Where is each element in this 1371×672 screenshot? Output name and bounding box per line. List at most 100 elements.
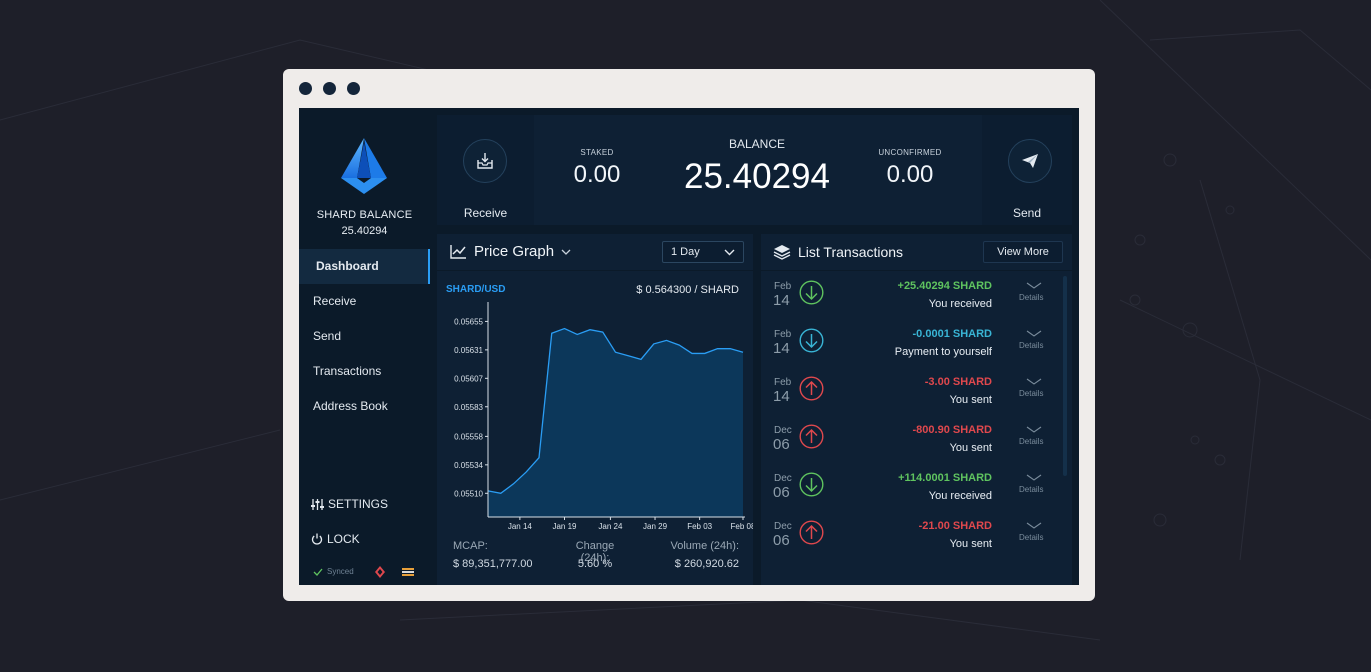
mcap-value: $ 89,351,777.00 bbox=[453, 558, 533, 570]
transaction-day: 06 bbox=[773, 484, 790, 501]
x-tick-label: Feb 08 bbox=[731, 522, 753, 531]
transaction-row[interactable]: Feb 14 -3.00 SHARD You sent Details bbox=[761, 367, 1061, 415]
price-graph-title: Price Graph bbox=[474, 243, 555, 260]
sidebar-nav: Dashboard Receive Send Transactions Addr… bbox=[299, 249, 430, 424]
receive-icon bbox=[463, 139, 507, 183]
transaction-details-link[interactable]: Details bbox=[1019, 485, 1044, 494]
transaction-amount: -21.00 SHARD bbox=[918, 520, 992, 532]
arrow-up-circle-icon bbox=[799, 376, 824, 401]
x-tick-label: Jan 14 bbox=[508, 522, 533, 531]
volume-label: Volume (24h): bbox=[670, 540, 739, 552]
y-tick-label: 0.05631 bbox=[454, 346, 483, 355]
time-range-select[interactable]: 1 Day bbox=[662, 241, 744, 263]
transaction-month: Dec bbox=[774, 473, 792, 484]
chevron-down-icon bbox=[561, 249, 571, 255]
transaction-amount: -3.00 SHARD bbox=[924, 376, 992, 388]
transaction-details-link[interactable]: Details bbox=[1019, 533, 1044, 542]
send-label: Send bbox=[1012, 206, 1042, 220]
layers-icon bbox=[773, 245, 791, 260]
chevron-down-icon bbox=[1026, 282, 1042, 289]
staked-value: 0.00 bbox=[573, 161, 621, 188]
current-price: $ 0.564300 / SHARD bbox=[636, 284, 739, 296]
transaction-day: 14 bbox=[773, 292, 790, 309]
send-button[interactable]: Send bbox=[982, 115, 1072, 225]
transaction-details-link[interactable]: Details bbox=[1019, 341, 1044, 350]
transaction-details-link[interactable]: Details bbox=[1019, 437, 1044, 446]
wallet-app: SHARD BALANCE 25.40294 Dashboard Receive… bbox=[299, 108, 1079, 585]
chevron-down-icon bbox=[1026, 378, 1042, 385]
panel-divider bbox=[761, 270, 1072, 271]
sidebar-item-transactions[interactable]: Transactions bbox=[313, 364, 382, 378]
transaction-day: 06 bbox=[773, 436, 790, 453]
transaction-row[interactable]: Dec 06 +114.0001 SHARD You received Details bbox=[761, 463, 1061, 511]
transaction-day: 06 bbox=[773, 532, 790, 549]
price-graph-panel: Price Graph 1 Day SHARD/USD $ 0.564300 /… bbox=[437, 234, 753, 585]
volume-value: $ 260,920.62 bbox=[674, 558, 739, 570]
receive-button[interactable]: Receive bbox=[437, 115, 534, 225]
y-tick-label: 0.05510 bbox=[454, 489, 483, 498]
settings-button[interactable]: SETTINGS bbox=[311, 497, 388, 511]
transaction-day: 14 bbox=[773, 340, 790, 357]
price-line bbox=[487, 327, 744, 494]
transaction-month: Feb bbox=[774, 377, 792, 388]
transaction-month: Feb bbox=[774, 281, 792, 292]
price-chart: 0.05510 0.05534 0.05558 0.05583 0.05607 0.056… bbox=[454, 302, 753, 531]
staked-label: STAKED bbox=[580, 148, 614, 157]
x-tick-label: Feb 03 bbox=[687, 522, 712, 531]
sync-status: Synced bbox=[313, 567, 354, 576]
transaction-month: Dec bbox=[774, 425, 792, 436]
sidebar-balance-title: SHARD BALANCE bbox=[316, 209, 413, 221]
sliders-icon bbox=[311, 498, 324, 510]
transactions-scrollbar[interactable] bbox=[1063, 276, 1067, 476]
transaction-month: Feb bbox=[774, 329, 792, 340]
lock-button[interactable]: LOCK bbox=[311, 532, 360, 546]
mcap-label: MCAP: bbox=[453, 540, 488, 552]
transaction-amount: +25.40294 SHARD bbox=[897, 280, 992, 292]
chevron-down-icon bbox=[1026, 426, 1042, 433]
sidebar: SHARD BALANCE 25.40294 Dashboard Receive… bbox=[299, 108, 430, 585]
currency-pair: SHARD/USD bbox=[446, 284, 506, 295]
transaction-details-link[interactable]: Details bbox=[1019, 293, 1044, 302]
shard-logo-icon bbox=[341, 138, 387, 194]
staking-icon bbox=[375, 566, 385, 578]
transaction-amount: -800.90 SHARD bbox=[912, 424, 992, 436]
sidebar-balance-value: 25.40294 bbox=[341, 225, 388, 237]
arrow-up-circle-icon bbox=[799, 424, 824, 449]
transaction-row[interactable]: Dec 06 -21.00 SHARD You sent Details bbox=[761, 511, 1061, 559]
sync-label: Synced bbox=[327, 567, 354, 576]
chevron-down-icon bbox=[1026, 522, 1042, 529]
balance-bar: Receive STAKED 0.00 BALANCE 25.40294 UNC… bbox=[437, 115, 1072, 225]
chevron-down-icon bbox=[1026, 330, 1042, 337]
y-tick-label: 0.05607 bbox=[454, 374, 483, 383]
transaction-description: You sent bbox=[949, 538, 992, 550]
sidebar-item-address-book[interactable]: Address Book bbox=[313, 399, 388, 413]
transaction-row[interactable]: Dec 06 -800.90 SHARD You sent Details bbox=[761, 415, 1061, 463]
transactions-header: List Transactions bbox=[773, 244, 903, 260]
price-graph-title-dropdown[interactable]: Price Graph bbox=[450, 243, 571, 260]
window-dot-close[interactable] bbox=[299, 82, 312, 95]
window-dot-minimize[interactable] bbox=[323, 82, 336, 95]
transaction-day: 14 bbox=[773, 388, 790, 405]
balance-label: BALANCE bbox=[728, 137, 786, 151]
window-dot-maximize[interactable] bbox=[347, 82, 360, 95]
y-tick-label: 0.05583 bbox=[454, 403, 483, 412]
y-tick-label: 0.05655 bbox=[454, 317, 483, 326]
view-more-button[interactable]: View More bbox=[983, 241, 1063, 263]
sidebar-item-receive[interactable]: Receive bbox=[313, 294, 357, 308]
line-chart-icon bbox=[450, 245, 466, 259]
sidebar-item-send[interactable]: Send bbox=[313, 329, 342, 343]
sidebar-item-dashboard[interactable]: Dashboard bbox=[299, 249, 430, 284]
unconfirmed-value: 0.00 bbox=[886, 161, 934, 188]
transaction-description: You received bbox=[928, 490, 992, 502]
price-area bbox=[488, 328, 743, 517]
transaction-row[interactable]: Feb 14 -0.0001 SHARD Payment to yourself Det… bbox=[761, 319, 1061, 367]
transaction-details-link[interactable]: Details bbox=[1019, 389, 1044, 398]
transaction-row[interactable]: Feb 14 +25.40294 SHARD You received Details bbox=[761, 271, 1061, 319]
x-tick-label: Jan 19 bbox=[552, 522, 577, 531]
balance-value: 25.40294 bbox=[684, 157, 830, 196]
transaction-amount: +114.0001 SHARD bbox=[898, 472, 992, 484]
chevron-down-icon bbox=[724, 249, 735, 255]
settings-label: SETTINGS bbox=[328, 497, 389, 511]
x-tick-label: Jan 29 bbox=[643, 522, 668, 531]
x-tick-label: Jan 24 bbox=[598, 522, 623, 531]
